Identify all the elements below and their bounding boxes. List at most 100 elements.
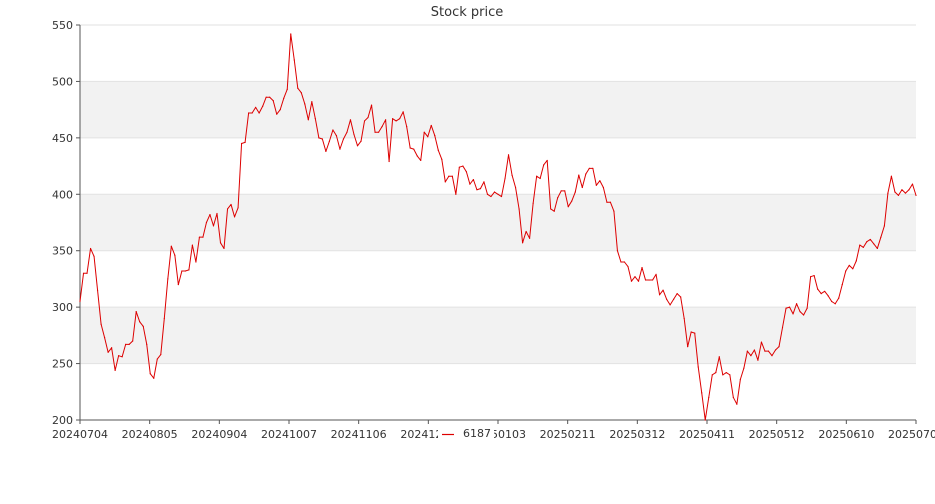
x-tick-label: 20240904: [191, 428, 247, 441]
data-point: [564, 190, 566, 192]
data-point: [845, 270, 847, 272]
data-point: [774, 349, 777, 351]
data-point: [237, 207, 239, 209]
data-point: [493, 191, 496, 193]
legend: 6187: [438, 425, 494, 443]
data-point: [388, 160, 390, 163]
data-point: [567, 206, 569, 208]
x-tick-label: 20240805: [122, 428, 178, 441]
grid-bands: [80, 81, 916, 364]
data-point: [462, 165, 464, 167]
data-point: [525, 230, 527, 233]
data-point: [135, 311, 137, 313]
data-point: [648, 279, 650, 281]
data-point: [451, 175, 453, 177]
data-point: [841, 283, 843, 286]
y-tick-label: 350: [52, 245, 73, 258]
data-point: [111, 347, 113, 349]
data-point: [581, 186, 583, 189]
x-tick-label: 20250610: [818, 428, 874, 441]
data-point: [585, 173, 587, 175]
data-point: [557, 197, 559, 199]
data-point: [869, 238, 871, 241]
data-point: [848, 264, 850, 266]
data-point: [346, 131, 348, 133]
data-point: [434, 135, 436, 137]
data-point: [788, 306, 791, 308]
data-point: [251, 112, 253, 114]
data-point: [521, 242, 524, 244]
data-point: [132, 340, 134, 342]
data-point: [824, 290, 826, 292]
data-point: [93, 255, 95, 257]
data-point: [834, 303, 836, 305]
data-point: [750, 355, 752, 357]
data-point: [374, 131, 376, 133]
data-point: [718, 356, 720, 358]
data-point: [764, 350, 766, 352]
data-point: [883, 225, 885, 227]
data-point: [339, 148, 341, 150]
data-point: [423, 131, 425, 133]
data-point: [890, 175, 893, 177]
data-point: [908, 189, 910, 191]
data-point: [276, 113, 278, 115]
data-point: [444, 181, 446, 183]
data-point: [539, 177, 541, 180]
data-point: [121, 356, 123, 358]
data-point: [550, 208, 552, 210]
data-point: [708, 396, 710, 399]
data-point: [757, 359, 759, 361]
data-point: [153, 377, 155, 379]
data-point: [139, 321, 141, 323]
data-point: [107, 351, 109, 353]
data-point: [476, 189, 478, 191]
data-point: [181, 270, 183, 272]
data-point: [385, 119, 387, 121]
data-point: [838, 297, 840, 299]
grid-band: [80, 307, 916, 364]
data-point: [711, 374, 713, 376]
data-point: [915, 194, 917, 197]
data-point: [588, 167, 590, 169]
data-point: [739, 378, 741, 380]
data-point: [184, 270, 186, 272]
x-tick-label: 20250312: [609, 428, 665, 441]
data-point: [690, 331, 692, 333]
data-point: [311, 101, 313, 103]
data-point: [114, 369, 116, 371]
data-point: [279, 109, 281, 111]
data-point: [325, 150, 327, 152]
data-point: [897, 194, 900, 197]
data-point: [627, 265, 629, 268]
data-point: [118, 355, 120, 357]
data-point: [223, 247, 225, 250]
data-point: [810, 276, 812, 278]
data-point: [448, 175, 450, 177]
data-point: [634, 276, 636, 278]
data-point: [630, 280, 633, 282]
data-point: [395, 120, 397, 122]
data-point: [578, 174, 580, 176]
data-point: [571, 200, 573, 202]
data-point: [265, 96, 267, 98]
data-point: [676, 293, 678, 295]
data-point: [283, 97, 285, 99]
data-point: [620, 261, 622, 263]
data-point: [753, 349, 756, 351]
data-point: [866, 241, 868, 243]
grid-band: [80, 194, 916, 251]
x-tick-label: 20241007: [261, 428, 317, 441]
data-point: [240, 142, 243, 145]
data-point: [146, 343, 148, 345]
data-point: [156, 358, 158, 360]
data-point: [177, 283, 179, 286]
data-point: [729, 374, 731, 376]
data-point: [536, 175, 538, 177]
data-point: [599, 180, 601, 182]
data-point: [198, 236, 201, 238]
data-point: [142, 325, 144, 327]
data-point: [880, 236, 882, 238]
data-point: [163, 317, 165, 320]
